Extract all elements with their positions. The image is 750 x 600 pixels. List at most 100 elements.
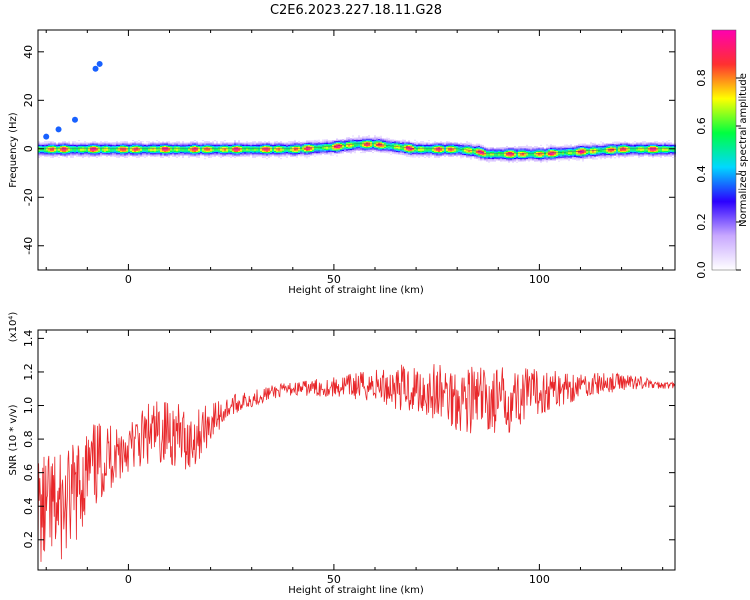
spectrogram-cell xyxy=(250,154,252,156)
spectrogram-cell xyxy=(144,155,146,157)
spectrogram-cell xyxy=(232,142,234,144)
spectrogram-cell xyxy=(78,146,80,148)
spectrogram-cell xyxy=(454,142,456,144)
spectrogram-cell xyxy=(556,154,558,156)
spectrogram-cell xyxy=(534,156,536,158)
spectrogram-cell xyxy=(292,150,294,152)
spectrogram-cell xyxy=(458,146,460,148)
spectrogram-cell xyxy=(306,151,308,153)
spectrogram-cell xyxy=(438,155,440,157)
spectrogram-cell xyxy=(518,159,520,161)
spectrogram-cell xyxy=(360,149,362,151)
spectrogram-cell xyxy=(276,150,278,152)
spectrogram-cell xyxy=(282,149,284,151)
spectrogram-cell xyxy=(552,146,554,148)
spectrogram-cell xyxy=(506,158,508,160)
spectrogram-cell xyxy=(304,142,306,145)
spectrogram-cell xyxy=(160,155,162,157)
spectrogram-cell xyxy=(560,146,562,148)
spectrogram-cell xyxy=(130,142,132,144)
spectrogram-cell xyxy=(470,142,472,144)
spectrogram-cell xyxy=(292,146,294,148)
spectrogram-cell xyxy=(528,158,530,160)
spectrogram-cell xyxy=(654,154,656,156)
spectrogram-cell xyxy=(666,154,668,156)
spectrogram-cell xyxy=(164,153,166,155)
spectrogram-cell xyxy=(616,146,618,148)
spectrogram-cell xyxy=(464,152,466,154)
spectrogram-cell xyxy=(480,149,482,151)
spectrogram-cell xyxy=(182,141,184,143)
spectrogram-cell xyxy=(204,141,206,143)
spectrogram-cell xyxy=(414,142,416,144)
spectrogram-cell xyxy=(86,152,88,154)
spectrogram-cell xyxy=(510,152,512,154)
spectrogram-cell xyxy=(378,147,380,149)
spectrogram-cell xyxy=(566,156,568,158)
spectrogram-cell xyxy=(222,144,224,146)
spectrogram-cell xyxy=(56,144,58,146)
spectrogram-cell xyxy=(288,150,290,152)
spectrogram-cell xyxy=(234,147,236,149)
spectrogram-cell xyxy=(344,142,346,144)
spectrogram-cell xyxy=(548,151,550,153)
spectrogram-cell xyxy=(640,152,642,154)
spectrogram-cell xyxy=(376,137,378,139)
spectrogram-cell xyxy=(136,156,138,158)
spectrogram-cell xyxy=(44,154,46,156)
spectrogram-cell xyxy=(248,149,250,151)
spectrogram-cell xyxy=(272,149,274,151)
spectrogram-cell xyxy=(230,142,232,144)
spectrogram-cell xyxy=(592,147,594,149)
spectrogram-cell xyxy=(182,142,184,144)
spectrogram-cell xyxy=(612,144,614,146)
spectrogram-cell xyxy=(592,144,594,146)
spectrogram-cell xyxy=(440,149,442,151)
spectrogram-cell xyxy=(386,142,388,144)
spectrogram-cell xyxy=(160,146,162,148)
spectrogram-cell xyxy=(260,153,262,155)
spectrogram-cell xyxy=(496,155,498,157)
spectrogram-cell xyxy=(58,154,60,156)
spectrogram-cell xyxy=(304,145,306,147)
spectrogram-cell xyxy=(286,150,288,152)
spectrogram-cell xyxy=(288,154,290,156)
spectrogram-cell xyxy=(404,148,406,150)
spectrogram-cell xyxy=(568,158,570,160)
spectrogram-cell xyxy=(130,150,132,152)
spectrogram-cell xyxy=(478,154,480,156)
spectrogram-cell xyxy=(434,150,436,152)
spectrogram-cell xyxy=(182,146,184,148)
spectrogram-cell xyxy=(104,147,106,149)
spectrogram-cell xyxy=(432,149,434,151)
spectrogram-cell xyxy=(84,147,86,149)
spectrogram-cell xyxy=(138,140,140,142)
spectrogram-cell xyxy=(592,148,594,151)
spectrogram-cell xyxy=(314,142,316,144)
spectrogram-cell xyxy=(446,149,448,151)
spectrogram-cell xyxy=(634,150,636,152)
spectrogram-cell xyxy=(452,153,454,155)
spectrogram-cell xyxy=(268,156,270,158)
spectrogram-cell xyxy=(544,150,546,152)
spectrogram-cell xyxy=(98,150,100,152)
spectrogram-cell xyxy=(246,149,248,151)
spectrogram-cell xyxy=(564,150,566,152)
spectrogram-cell xyxy=(116,147,118,149)
spectrogram-cell xyxy=(576,149,578,152)
spectrogram-cell xyxy=(278,153,280,155)
spectrogram-cell xyxy=(204,150,206,152)
spectrogram-cell xyxy=(320,144,322,146)
spectrogram-cell xyxy=(318,148,320,150)
spectrogram-cell xyxy=(632,152,634,154)
spectrogram-cell xyxy=(140,146,142,148)
spectrogram-cell xyxy=(526,148,528,150)
spectrogram-cell xyxy=(526,146,528,148)
spectrogram-cell xyxy=(362,138,364,140)
spectrogram-cell xyxy=(334,143,336,145)
spectrogram-cell xyxy=(558,160,560,162)
spectrogram-cell xyxy=(636,146,638,148)
spectrogram-cell xyxy=(82,147,84,149)
spectrogram-cell xyxy=(428,142,430,144)
spectrogram-cell xyxy=(168,156,170,158)
